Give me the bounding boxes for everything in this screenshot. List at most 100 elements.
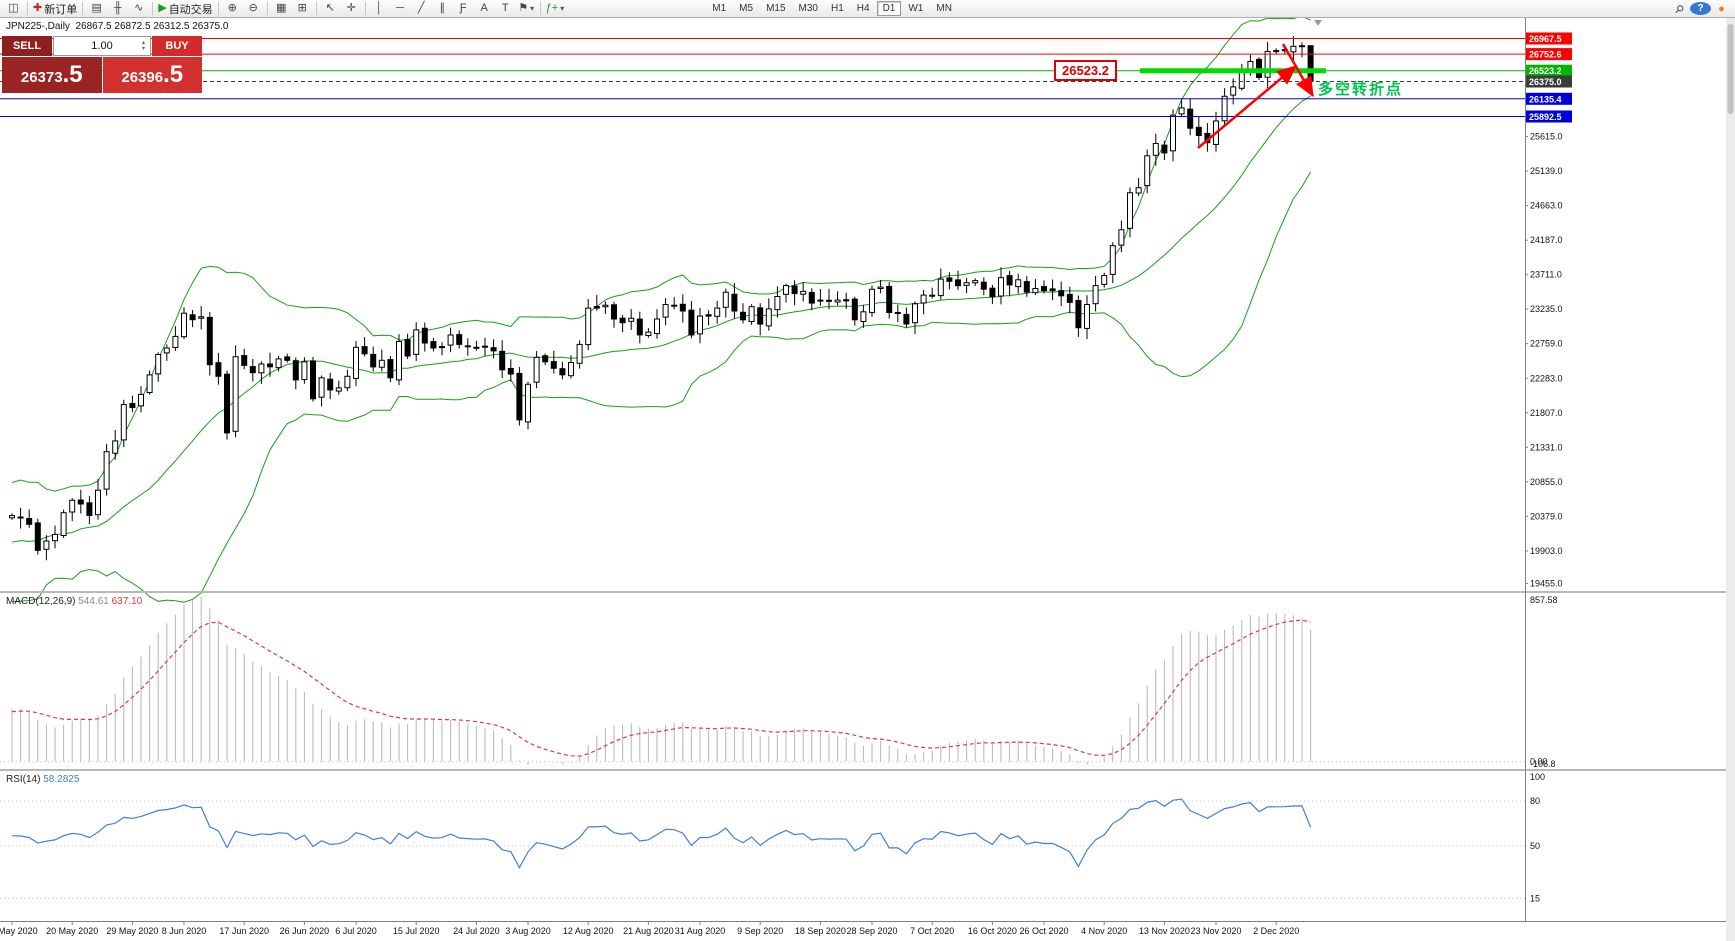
rsi-line bbox=[11, 798, 1312, 869]
new-window-icon[interactable]: ⊞ bbox=[297, 2, 307, 14]
chart-shift-marker bbox=[1314, 20, 1322, 26]
toolbar: ◫ ✚ 新订单 ▤ ╫ ∿ ▶ 自动交易 ⊕ ⊖ ▦ ⊞ ↖ ✛ │ ─ ╱ ∥ Ƒ A T ⚑ ▾ ƒ+ ▾ M1 M5 M15 M… bbox=[0, 0, 1735, 18]
timeframe-mn[interactable]: MN bbox=[936, 3, 952, 14]
volume-up-button[interactable]: ▴ bbox=[141, 40, 145, 46]
price-axis[interactable]: 25615.0 25139.0 24663.0 24187.0 23711.0 23235… bbox=[1525, 32, 1572, 904]
channel-icon[interactable]: ∥ bbox=[439, 2, 445, 14]
trend-arrows[interactable] bbox=[1197, 43, 1315, 149]
price-tag-26967.5 bbox=[1526, 32, 1572, 45]
tile-windows-icon[interactable]: ▦ bbox=[275, 2, 287, 14]
time-axis[interactable]: 11 May 2020 20 May 2020 29 May 2020 8 Jun 2… bbox=[0, 921, 1299, 936]
trendline-icon[interactable]: ╱ bbox=[417, 2, 425, 14]
macd-panel bbox=[0, 597, 1525, 765]
chart-background bbox=[0, 18, 1735, 941]
turning-point-label[interactable]: 多空转折点 bbox=[1318, 81, 1404, 98]
buy-button[interactable]: BUY bbox=[152, 36, 202, 56]
toolbar-separator bbox=[539, 2, 541, 15]
one-click-trading-panel: SELL 1.00 ▴ ▾ BUY 26373.5 26396.5 bbox=[2, 36, 202, 93]
timeframe-m1[interactable]: M1 bbox=[712, 3, 727, 14]
price-annotation-box[interactable]: 26523.2 bbox=[1054, 60, 1117, 81]
timeframe-h1[interactable]: H1 bbox=[830, 3, 844, 14]
toolbar-separator bbox=[27, 2, 28, 15]
svg-text:2 Dec 2020: 2 Dec 2020 bbox=[1253, 926, 1299, 936]
timeframe-m30[interactable]: M30 bbox=[798, 3, 818, 14]
price-tag-25892.5 bbox=[1526, 110, 1572, 123]
timeframe-h4[interactable]: H4 bbox=[856, 3, 870, 14]
timeframe-d1[interactable]: D1 bbox=[876, 1, 902, 16]
svg-text:18 Sep 2020: 18 Sep 2020 bbox=[795, 926, 846, 936]
svg-text:24187.0: 24187.0 bbox=[1530, 235, 1563, 245]
indicators-button[interactable]: ƒ+ ▾ bbox=[545, 2, 565, 14]
svg-text:31 Aug 2020: 31 Aug 2020 bbox=[675, 926, 726, 936]
svg-text:6 Jul 2020: 6 Jul 2020 bbox=[335, 926, 377, 936]
timeframe-m15[interactable]: M15 bbox=[766, 3, 786, 14]
candlesticks bbox=[9, 36, 1314, 561]
vertical-line-icon[interactable]: │ bbox=[375, 2, 383, 14]
candlestick-chart-icon[interactable]: ╫ bbox=[113, 2, 122, 14]
price-tag-26752.6 bbox=[1526, 48, 1572, 61]
rsi-separator[interactable] bbox=[0, 769, 1735, 771]
auto-trading-button[interactable]: ▶ 自动交易 bbox=[158, 2, 213, 16]
svg-text:22283.0: 22283.0 bbox=[1530, 373, 1563, 383]
text-icon[interactable]: A bbox=[480, 2, 488, 14]
timeframe-m5[interactable]: M5 bbox=[739, 3, 754, 14]
label-icon[interactable]: T bbox=[501, 2, 509, 14]
horizontal-line-icon[interactable]: ─ bbox=[396, 2, 405, 14]
fibonacci-icon[interactable]: Ƒ bbox=[459, 2, 467, 14]
line-chart-icon[interactable]: ∿ bbox=[134, 2, 144, 14]
toolbar-main-group: ◫ ✚ 新订单 ▤ ╫ ∿ ▶ 自动交易 ⊕ ⊖ ▦ ⊞ ↖ ✛ │ ─ ╱ ∥ Ƒ A T ⚑ ▾ ƒ+ ▾ bbox=[3, 0, 566, 17]
svg-text:7 Oct 2020: 7 Oct 2020 bbox=[910, 926, 954, 936]
svg-text:15: 15 bbox=[1530, 894, 1540, 904]
svg-text:20855.0: 20855.0 bbox=[1530, 477, 1563, 487]
volume-down-button[interactable]: ▾ bbox=[141, 46, 145, 52]
toolbar-separator bbox=[82, 2, 84, 15]
timeframe-group: M1 M5 M15 M30 H1 H4 D1 W1 MN bbox=[706, 1, 958, 16]
sell-button[interactable]: SELL bbox=[2, 36, 52, 56]
svg-text:80: 80 bbox=[1530, 796, 1540, 806]
svg-text:-106.8: -106.8 bbox=[1530, 759, 1556, 769]
buy-price-button[interactable]: 26396.5 bbox=[102, 57, 202, 93]
chart-window-icon[interactable]: ◫ bbox=[8, 2, 19, 14]
sell-price-pip: .5 bbox=[62, 61, 83, 88]
price-tag-26135.4 bbox=[1526, 92, 1572, 105]
arrows-icon[interactable]: ⚑ ▾ bbox=[518, 2, 535, 14]
svg-text:8 Jun 2020: 8 Jun 2020 bbox=[162, 926, 207, 936]
svg-text:26375.0: 26375.0 bbox=[1529, 77, 1562, 87]
zoom-out-icon[interactable]: ⊖ bbox=[248, 2, 258, 14]
macd-separator[interactable] bbox=[0, 591, 1735, 593]
svg-text:20 May 2020: 20 May 2020 bbox=[46, 926, 98, 936]
svg-text:12 Aug 2020: 12 Aug 2020 bbox=[563, 926, 614, 936]
svg-text:3 Aug 2020: 3 Aug 2020 bbox=[505, 926, 551, 936]
svg-text:28 Sep 2020: 28 Sep 2020 bbox=[846, 926, 897, 936]
svg-text:11 May 2020: 11 May 2020 bbox=[0, 926, 38, 936]
help-icon[interactable]: ? bbox=[1690, 2, 1711, 15]
svg-text:15 Jul 2020: 15 Jul 2020 bbox=[393, 926, 440, 936]
macd-main-value: 544.61 bbox=[78, 596, 109, 607]
svg-text:25615.0: 25615.0 bbox=[1530, 132, 1563, 142]
chart-title: JPN225-,Daily 26867.5 26872.5 26312.5 26… bbox=[6, 21, 229, 32]
macd-label: MACD(12,26,9) 544.61 637.10 bbox=[6, 596, 142, 607]
zoom-in-icon[interactable]: ⊕ bbox=[227, 2, 237, 14]
buy-price-main: 26396 bbox=[121, 69, 164, 86]
cursor-icon[interactable]: ↖ bbox=[325, 2, 335, 14]
vertical-scrollbar[interactable] bbox=[1726, 18, 1735, 941]
svg-text:25892.5: 25892.5 bbox=[1529, 112, 1562, 122]
svg-text:9 Sep 2020: 9 Sep 2020 bbox=[737, 926, 783, 936]
rsi-name: RSI(14) bbox=[6, 774, 41, 785]
volume-input[interactable]: 1.00 ▴ ▾ bbox=[53, 36, 151, 56]
svg-text:23 Nov 2020: 23 Nov 2020 bbox=[1190, 926, 1241, 936]
svg-text:19903.0: 19903.0 bbox=[1530, 546, 1563, 556]
new-order-button[interactable]: ✚ 新订单 bbox=[33, 2, 78, 16]
svg-text:23235.0: 23235.0 bbox=[1530, 304, 1563, 314]
svg-text:16 Oct 2020: 16 Oct 2020 bbox=[968, 926, 1017, 936]
svg-text:22759.0: 22759.0 bbox=[1530, 339, 1563, 349]
bar-chart-icon[interactable]: ▤ bbox=[91, 2, 102, 14]
svg-text:100: 100 bbox=[1530, 772, 1545, 782]
horizontal-levels[interactable] bbox=[0, 38, 1525, 117]
crosshair-icon[interactable]: ✛ bbox=[346, 2, 356, 14]
record-icon: ● bbox=[1718, 2, 1725, 15]
buy-price-pip: .5 bbox=[163, 61, 184, 88]
timeframe-w1[interactable]: W1 bbox=[908, 3, 924, 14]
sell-price-button[interactable]: 26373.5 bbox=[2, 57, 102, 93]
